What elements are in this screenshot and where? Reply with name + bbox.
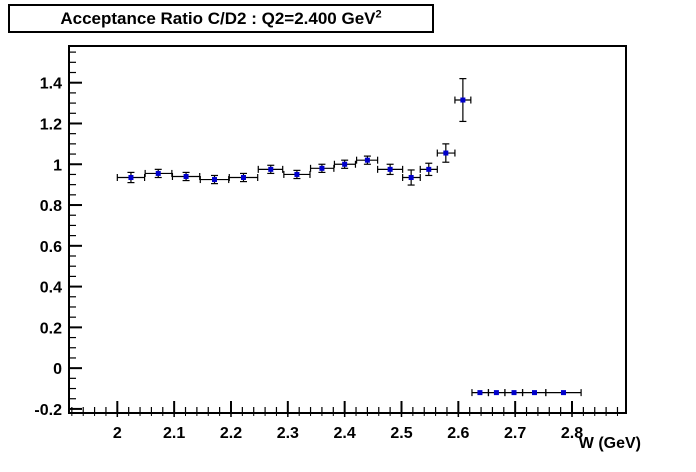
x-tick-label: 2.5: [390, 425, 412, 442]
x-axis-label: W (GeV): [578, 435, 641, 452]
y-tick-label: 1: [53, 157, 62, 174]
x-tick-label: 2.4: [334, 425, 356, 442]
data-point-marker: [531, 390, 537, 396]
y-tick-label: 0.2: [40, 320, 62, 337]
y-tick-label: 0.4: [40, 280, 62, 297]
data-point-marker: [560, 390, 566, 396]
data-point-marker: [408, 175, 414, 181]
x-tick-label: 2.3: [277, 425, 299, 442]
y-tick-label: 1.2: [40, 116, 62, 133]
data-point-marker: [443, 150, 449, 156]
title-box: Acceptance Ratio C/D2 : Q2=2.400 GeV2: [8, 4, 434, 33]
chart-title-exponent: 2: [375, 8, 382, 21]
data-point-marker: [155, 170, 161, 176]
data-point-marker: [387, 166, 393, 172]
x-tick-label: 2.1: [163, 425, 185, 442]
y-tick-label: 1.4: [40, 76, 62, 93]
y-tick-label: 0.6: [40, 239, 62, 256]
y-tick-label: -0.2: [34, 402, 62, 419]
data-point-marker: [477, 390, 483, 396]
data-point-marker: [183, 173, 189, 179]
data-point-marker: [342, 161, 348, 167]
data-point-marker: [128, 175, 134, 181]
data-point-marker: [426, 166, 432, 172]
x-tick-label: 2.2: [220, 425, 242, 442]
chart-title: Acceptance Ratio C/D2 : Q2=2.400 GeV: [60, 9, 376, 28]
y-tick-label: 0.8: [40, 198, 62, 215]
data-point-marker: [294, 171, 300, 177]
chart-frame: [68, 45, 627, 414]
x-tick-label: 2: [113, 425, 122, 442]
data-point-marker: [511, 390, 517, 396]
y-tick-label: 0: [53, 361, 62, 378]
data-point-marker: [268, 166, 274, 172]
x-tick-label: 2.6: [447, 425, 469, 442]
data-point-marker: [493, 390, 499, 396]
data-point-marker: [319, 165, 325, 171]
x-tick-label: 2.8: [561, 425, 583, 442]
x-tick-label: 2.7: [504, 425, 526, 442]
data-point-marker: [240, 175, 246, 181]
data-point-marker: [212, 177, 218, 183]
data-point-marker: [364, 157, 370, 163]
data-point-marker: [460, 97, 466, 103]
